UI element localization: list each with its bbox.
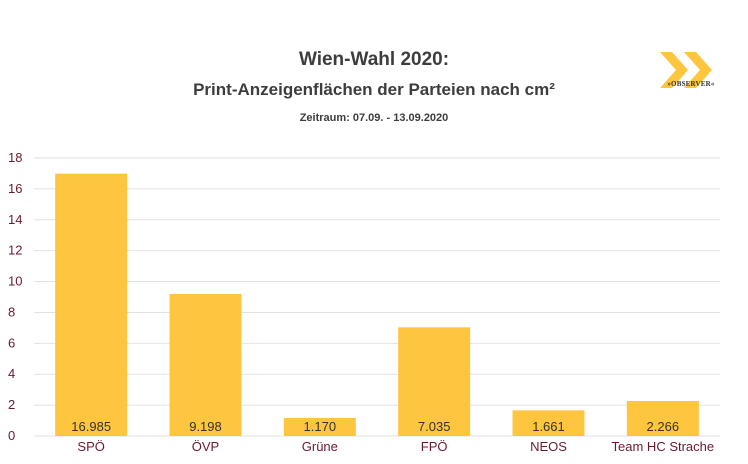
y-tick-label: 14: [8, 212, 22, 227]
y-tick-label: 6: [8, 335, 15, 350]
data-label: 7.035: [418, 419, 451, 434]
x-axis: SPÖ ÖVP Grüne FPÖ NEOS Team HC Strache: [77, 439, 714, 454]
logo-chevron-right: [684, 52, 712, 88]
bar: [169, 293, 242, 436]
bars: 16.985 9.198 1.170 7.035 1.661 2.266: [55, 173, 699, 436]
y-tick-label: 10: [8, 274, 22, 289]
data-label: 1.170: [304, 419, 337, 434]
y-tick-label: 16: [8, 181, 22, 196]
data-label: 2.266: [647, 419, 680, 434]
gridlines: [34, 157, 720, 437]
data-label: 1.661: [532, 419, 565, 434]
chart-note: Zeitraum: 07.09. - 13.09.2020: [299, 112, 449, 124]
x-tick-label: Grüne: [302, 439, 338, 454]
bar: [55, 173, 128, 436]
y-tick-label: 2: [8, 397, 15, 412]
chart-subtitle: Print-Anzeigenflächen der Parteien nach …: [193, 80, 555, 99]
x-tick-label: Team HC Strache: [612, 439, 715, 454]
bar: [398, 327, 471, 436]
data-label: 16.985: [71, 419, 111, 434]
bar: [626, 401, 699, 436]
x-tick-label: SPÖ: [77, 439, 104, 454]
y-tick-label: 0: [8, 428, 15, 443]
y-tick-label: 12: [8, 243, 22, 258]
y-tick-label: 8: [8, 304, 15, 319]
x-tick-label: NEOS: [530, 439, 567, 454]
bar: [283, 417, 356, 436]
chart-title: Wien-Wahl 2020:: [298, 49, 450, 70]
y-tick-label: 18: [8, 150, 22, 165]
observer-logo-icon: [660, 52, 712, 88]
x-tick-label: FPÖ: [421, 439, 448, 454]
data-label: 9.198: [189, 419, 222, 434]
logo-text: »OBSERVER«: [667, 80, 715, 88]
logo-chevron-left: [660, 52, 688, 88]
x-tick-label: ÖVP: [192, 439, 219, 454]
bar: [512, 410, 585, 436]
y-axis: 0 2 4 6 8 10 12 14 16 18: [8, 150, 22, 443]
y-tick-label: 4: [8, 366, 15, 381]
